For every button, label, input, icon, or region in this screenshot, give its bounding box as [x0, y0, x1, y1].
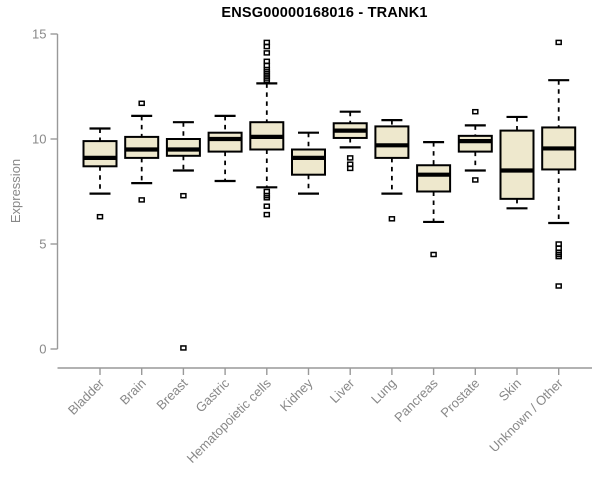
outlier-point: [263, 39, 271, 46]
outlier-point: [263, 188, 271, 195]
outlier-point: [180, 345, 187, 351]
x-tick-label: Kidney: [277, 375, 316, 414]
outlier-point: [180, 192, 187, 199]
x-tick-label: Breast: [153, 375, 190, 412]
outlier-point: [263, 50, 271, 56]
box-pancreas: [416, 164, 452, 193]
outlier-point: [263, 58, 271, 65]
outlier-point: [138, 100, 145, 107]
outlier-point: [430, 251, 437, 258]
box-bladder: [82, 140, 118, 168]
box-prostate: [457, 134, 493, 153]
outlier-point: [263, 211, 271, 218]
outlier-point: [263, 203, 271, 209]
outlier-point: [263, 195, 271, 201]
x-tick-label: Brain: [117, 376, 149, 408]
outlier-point: [346, 155, 354, 161]
box-lung: [374, 125, 410, 159]
outlier-point: [263, 77, 271, 83]
x-tick-label: Bladder: [65, 375, 108, 418]
outlier-point: [555, 245, 562, 251]
outlier-point: [263, 43, 271, 50]
y-tick-label: 0: [39, 342, 46, 357]
outlier-point: [346, 165, 354, 172]
outlier-point: [96, 213, 104, 220]
x-tick-label: Lung: [368, 376, 399, 407]
box-kidney: [291, 148, 326, 176]
outlier-point: [346, 161, 354, 167]
outlier-point: [555, 283, 562, 289]
x-tick-label: Pancreas: [391, 375, 441, 425]
x-tick-label: Liver: [327, 375, 358, 406]
outlier-point: [472, 177, 479, 183]
outlier-point: [263, 62, 271, 69]
x-tick-label: Unknown / Other: [486, 375, 566, 455]
outlier-point: [388, 216, 396, 222]
y-tick-label: 5: [39, 237, 46, 252]
chart-title: ENSG00000168016 - TRANK1: [221, 5, 428, 21]
y-tick-label: 15: [32, 27, 46, 42]
y-axis-title: Expression: [8, 159, 23, 223]
x-tick-label: Skin: [496, 376, 524, 404]
outlier-point: [472, 108, 479, 115]
outlier-point: [555, 39, 562, 46]
box-skin: [499, 129, 535, 200]
y-tick-label: 10: [32, 132, 46, 147]
box-gastric: [207, 131, 243, 153]
x-tick-label: Prostate: [438, 376, 483, 421]
outlier-point: [555, 253, 562, 260]
outlier-point: [138, 197, 145, 203]
outlier-point: [555, 241, 562, 247]
x-tick-label: Gastric: [193, 375, 233, 415]
